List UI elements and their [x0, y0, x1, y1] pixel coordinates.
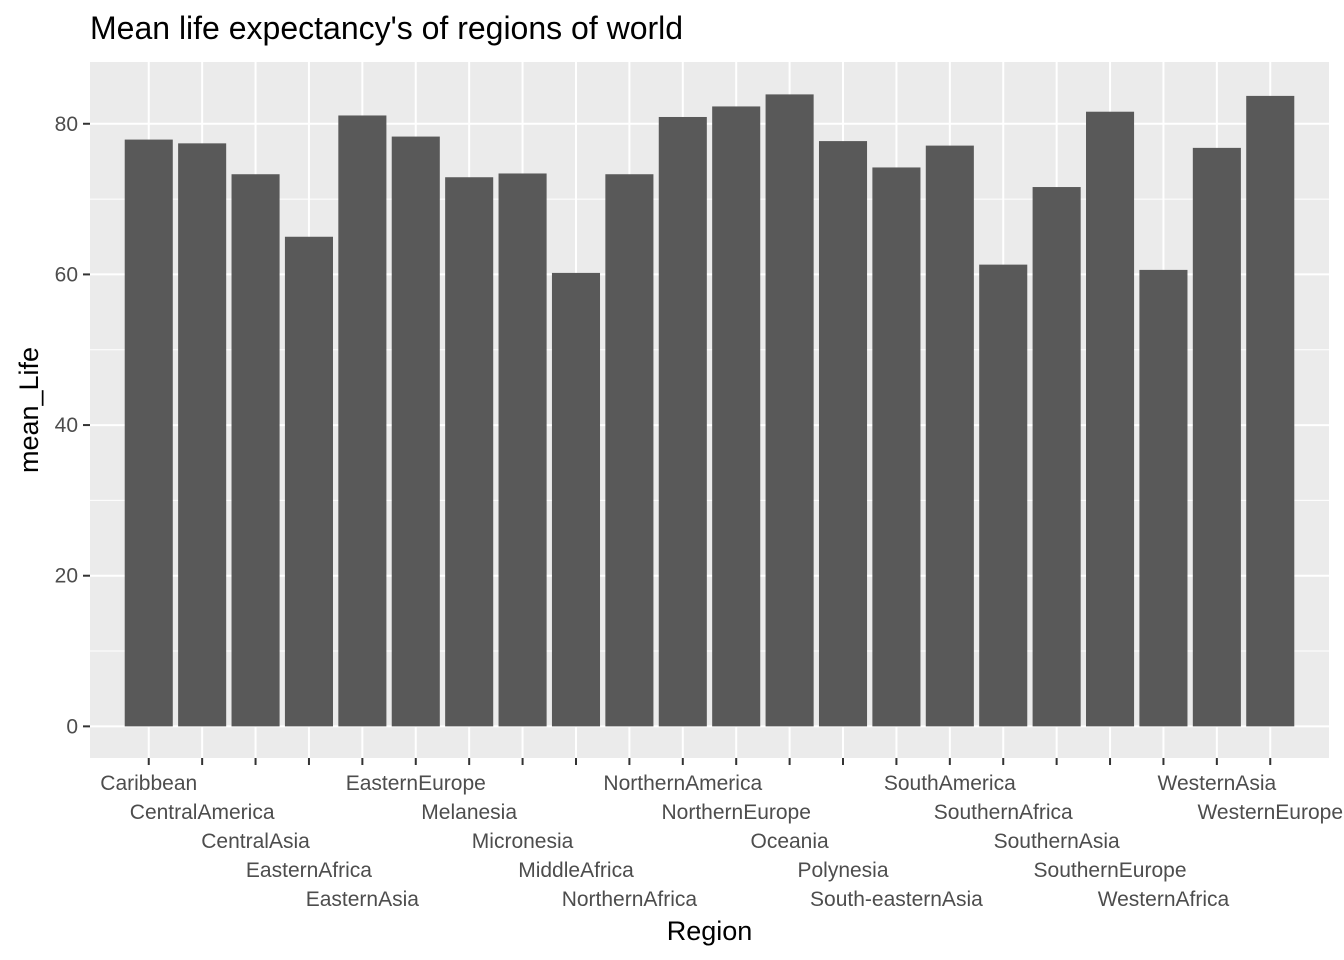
x-tick-label: SouthernEurope — [1034, 859, 1187, 882]
bar — [445, 177, 494, 727]
bar — [925, 145, 974, 727]
x-axis-title: Region — [667, 916, 753, 946]
bar — [605, 174, 654, 727]
bar — [1246, 95, 1295, 727]
x-axis: Caribbean CentralAmerica CentralAsia Easter… — [100, 758, 1343, 911]
x-tick-label: SouthAmerica — [884, 772, 1016, 795]
y-tick-label: 60 — [55, 263, 78, 286]
x-tick-label: Micronesia — [472, 830, 574, 853]
x-tick-label: SouthernAfrica — [934, 801, 1073, 824]
bar — [391, 136, 440, 727]
x-tick-label: CentralAmerica — [130, 801, 275, 824]
bar — [231, 174, 280, 727]
y-axis-title: mean_Life — [14, 347, 44, 473]
bar — [765, 94, 814, 727]
bar — [178, 143, 227, 727]
bar — [284, 236, 333, 727]
y-axis: 0 20 40 60 80 — [55, 113, 90, 738]
x-tick-label: NorthernAmerica — [603, 772, 762, 795]
y-tick-label: 80 — [55, 113, 78, 136]
bar — [872, 167, 921, 727]
bar — [498, 173, 547, 727]
bar — [551, 272, 601, 727]
x-tick-label: SouthernAsia — [994, 830, 1120, 853]
y-tick-label: 40 — [55, 414, 78, 437]
x-tick-label: South-easternAsia — [810, 888, 983, 911]
bars — [124, 94, 1295, 727]
x-tick-label: Caribbean — [100, 772, 197, 795]
x-tick-label: Melanesia — [421, 801, 517, 824]
bar — [124, 139, 173, 727]
x-tick-label: WesternAsia — [1158, 772, 1277, 795]
x-tick-label: CentralAsia — [201, 830, 310, 853]
bar — [338, 115, 387, 727]
x-tick-label: EasternEurope — [346, 772, 486, 795]
x-tick-label: NorthernAfrica — [562, 888, 698, 911]
x-tick-label: EasternAfrica — [246, 859, 372, 882]
bar — [1086, 111, 1135, 727]
bar — [979, 264, 1028, 727]
x-tick-label: Polynesia — [797, 859, 888, 882]
x-tick-label: Oceania — [750, 830, 829, 853]
y-tick-label: 0 — [66, 715, 78, 738]
x-tick-label: MiddleAfrica — [518, 859, 634, 882]
bar — [1192, 147, 1241, 727]
x-tick-label: NorthernEurope — [661, 801, 810, 824]
bar — [658, 116, 707, 727]
y-tick-label: 20 — [55, 565, 78, 588]
bar — [818, 141, 868, 727]
bar — [1032, 187, 1081, 727]
bar — [1139, 269, 1188, 727]
x-tick-label: EasternAsia — [306, 888, 420, 911]
bar — [712, 106, 761, 727]
chart-title: Mean life expectancy's of regions of wor… — [90, 10, 684, 46]
x-tick-label: WesternEurope — [1197, 801, 1343, 824]
x-tick-label: WesternAfrica — [1098, 888, 1230, 911]
